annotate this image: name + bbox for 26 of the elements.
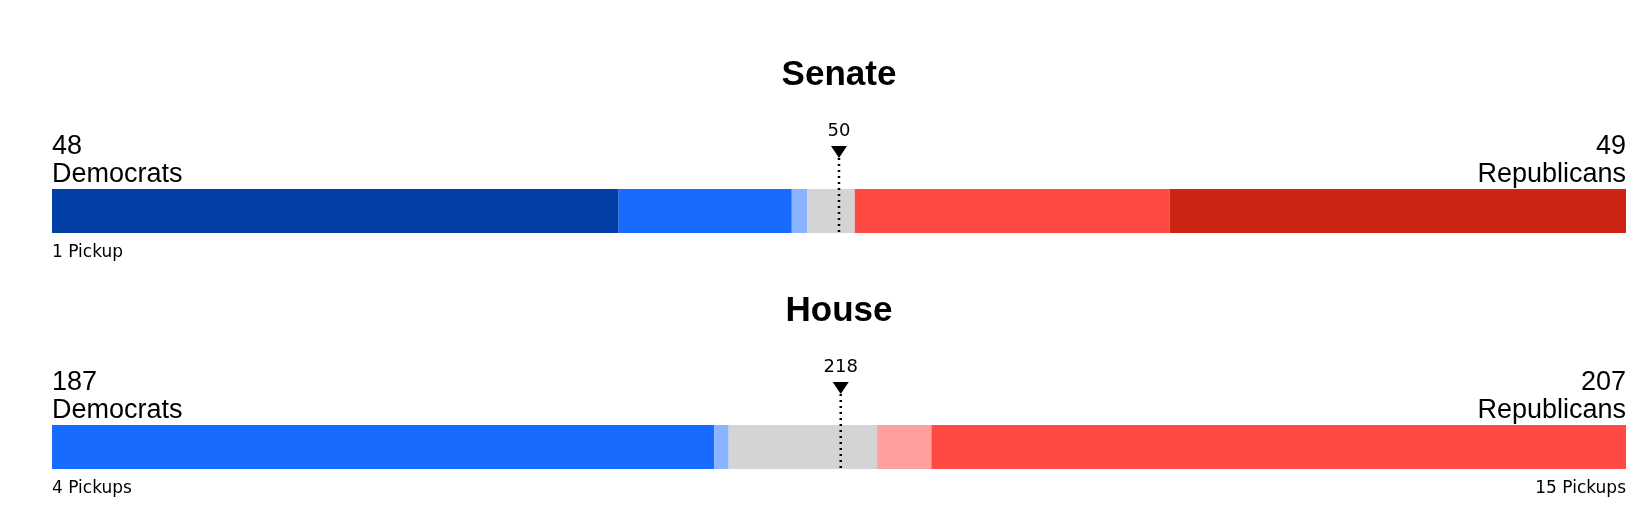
chart-title: Senate	[781, 53, 897, 92]
text: Republicans	[1477, 394, 1626, 424]
text: 1 Pickup	[52, 241, 124, 261]
bar	[854, 189, 1170, 233]
text: Republicans	[1477, 158, 1626, 188]
text: 207	[1580, 366, 1626, 396]
bar	[52, 189, 619, 233]
text: 49	[1595, 130, 1626, 160]
text: 48	[52, 130, 83, 160]
bar	[791, 189, 808, 233]
text: 50	[827, 119, 851, 140]
text: 218	[823, 355, 858, 376]
bar	[1169, 189, 1626, 233]
bar	[52, 425, 715, 469]
text: 187	[52, 366, 98, 396]
bar	[728, 425, 878, 469]
chart-title: House	[785, 289, 893, 328]
bar	[807, 189, 855, 233]
bar	[714, 425, 729, 469]
text: 15 Pickups	[1535, 477, 1627, 497]
text: Democrats	[52, 158, 183, 188]
bar	[618, 189, 792, 233]
text: Democrats	[52, 394, 183, 424]
bar	[931, 425, 1626, 469]
bar	[877, 425, 932, 469]
text: 4 Pickups	[52, 477, 133, 497]
